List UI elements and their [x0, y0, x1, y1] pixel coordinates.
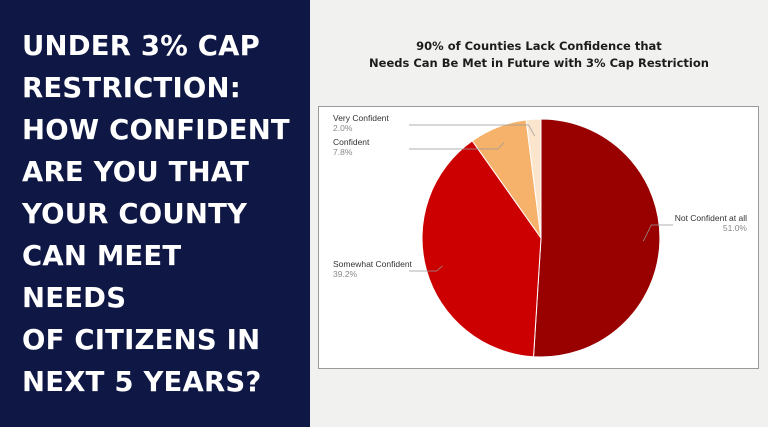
pie-slice-somewhat-confident	[421, 140, 542, 358]
headline-line: YOUR COUNTY	[22, 197, 248, 230]
question-panel: UNDER 3% CAP RESTRICTION: HOW CONFIDENT …	[0, 0, 310, 427]
pie-slices	[421, 118, 661, 358]
slice-value: 2.0%	[333, 123, 353, 133]
leader-line	[409, 142, 505, 150]
pie-slice-not-confident-at-all	[532, 118, 661, 358]
headline-line: HOW CONFIDENT	[22, 113, 290, 146]
slice-label: Very Confident	[333, 113, 389, 123]
chart-title-line: Needs Can Be Met in Future with 3% Cap R…	[369, 56, 709, 70]
headline-line: CAN MEET NEEDS	[22, 239, 182, 314]
slice-value: 51.0%	[723, 223, 748, 233]
pie-slice-very-confident	[525, 118, 542, 239]
question-headline: UNDER 3% CAP RESTRICTION: HOW CONFIDENT …	[0, 25, 310, 403]
chart-title: 90% of Counties Lack Confidence that Nee…	[310, 38, 768, 72]
slice-label: Not Confident at all	[675, 213, 747, 223]
chart-panel: 90% of Counties Lack Confidence that Nee…	[310, 0, 768, 427]
pie-chart-frame: Not Confident at all 51.0% Somewhat Confid…	[318, 106, 759, 369]
headline-line: NEXT 5 YEARS?	[22, 365, 262, 398]
slice-value: 39.2%	[333, 269, 358, 279]
slice-value: 7.8%	[333, 147, 353, 157]
leader-line	[642, 224, 673, 242]
headline-line: ARE YOU THAT	[22, 155, 250, 188]
headline-line: RESTRICTION:	[22, 71, 241, 104]
leader-line	[409, 265, 443, 272]
headline-line: UNDER 3% CAP	[22, 29, 260, 62]
slice-label: Confident	[333, 137, 370, 147]
chart-title-line: 90% of Counties Lack Confidence that	[416, 39, 662, 53]
leader-line	[409, 124, 535, 137]
slice-label: Somewhat Confident	[333, 259, 413, 269]
headline-line: OF CITIZENS IN	[22, 323, 261, 356]
